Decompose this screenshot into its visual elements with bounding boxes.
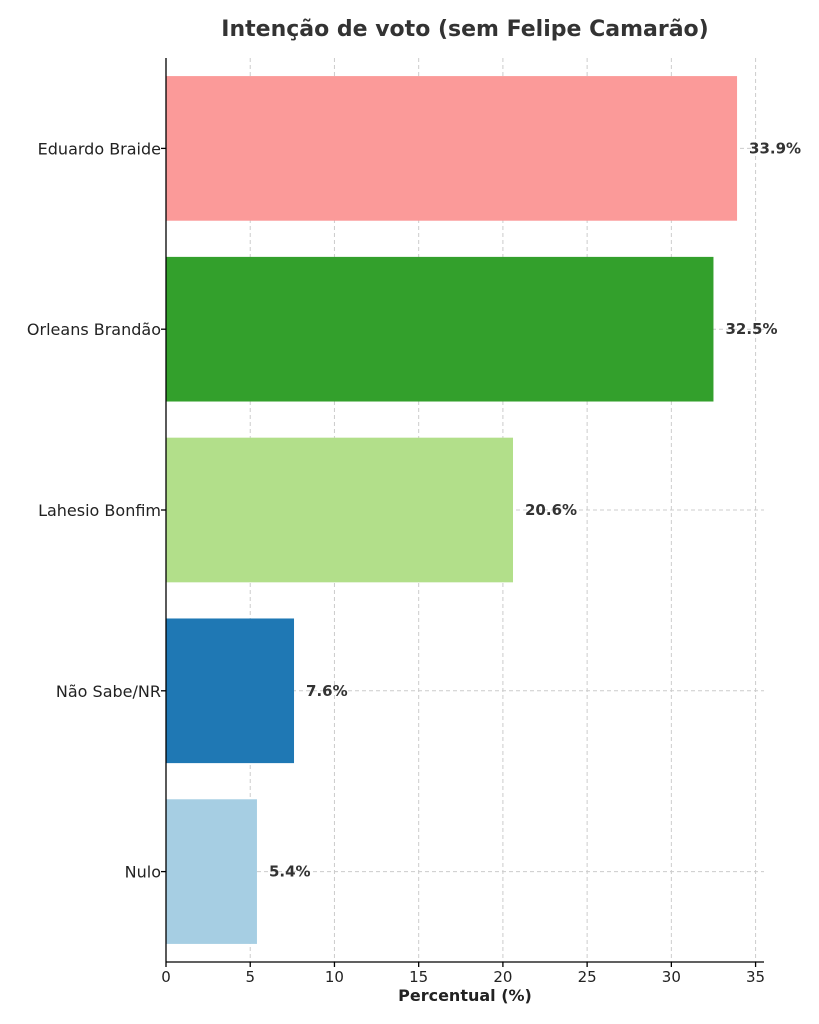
value-label: 20.6% xyxy=(525,501,577,519)
x-tick-label: 35 xyxy=(746,968,765,986)
category-label: Nulo xyxy=(125,863,161,882)
value-label: 5.4% xyxy=(269,863,311,881)
x-tick-label: 25 xyxy=(578,968,597,986)
value-label: 33.9% xyxy=(749,139,801,157)
chart-title: Intenção de voto (sem Felipe Camarão) xyxy=(221,17,708,42)
x-tick-label: 0 xyxy=(161,968,171,986)
x-axis-ticks: 0 5 10 15 20 25 30 35 xyxy=(161,962,765,986)
category-label: Eduardo Braide xyxy=(38,139,161,158)
bars xyxy=(166,76,738,944)
y-axis-categories: Eduardo Braide Orleans Brandão Lahesio Bon… xyxy=(27,139,166,882)
x-tick-label: 10 xyxy=(325,968,344,986)
bar xyxy=(166,256,714,402)
bar xyxy=(166,799,257,944)
bar xyxy=(166,76,738,221)
category-label: Lahesio Bonfim xyxy=(38,501,161,520)
x-axis-label: Percentual (%) xyxy=(398,986,532,1005)
category-label: Não Sabe/NR xyxy=(56,682,161,701)
value-label: 7.6% xyxy=(306,682,348,700)
category-label: Orleans Brandão xyxy=(27,320,161,339)
bar xyxy=(166,437,514,583)
x-tick-label: 15 xyxy=(409,968,428,986)
value-labels: 33.9% 32.5% 20.6% 7.6% 5.4% xyxy=(269,139,801,880)
x-tick-label: 30 xyxy=(662,968,681,986)
bar xyxy=(166,618,295,764)
x-tick-label: 20 xyxy=(493,968,512,986)
value-label: 32.5% xyxy=(725,320,777,338)
x-tick-label: 5 xyxy=(245,968,255,986)
